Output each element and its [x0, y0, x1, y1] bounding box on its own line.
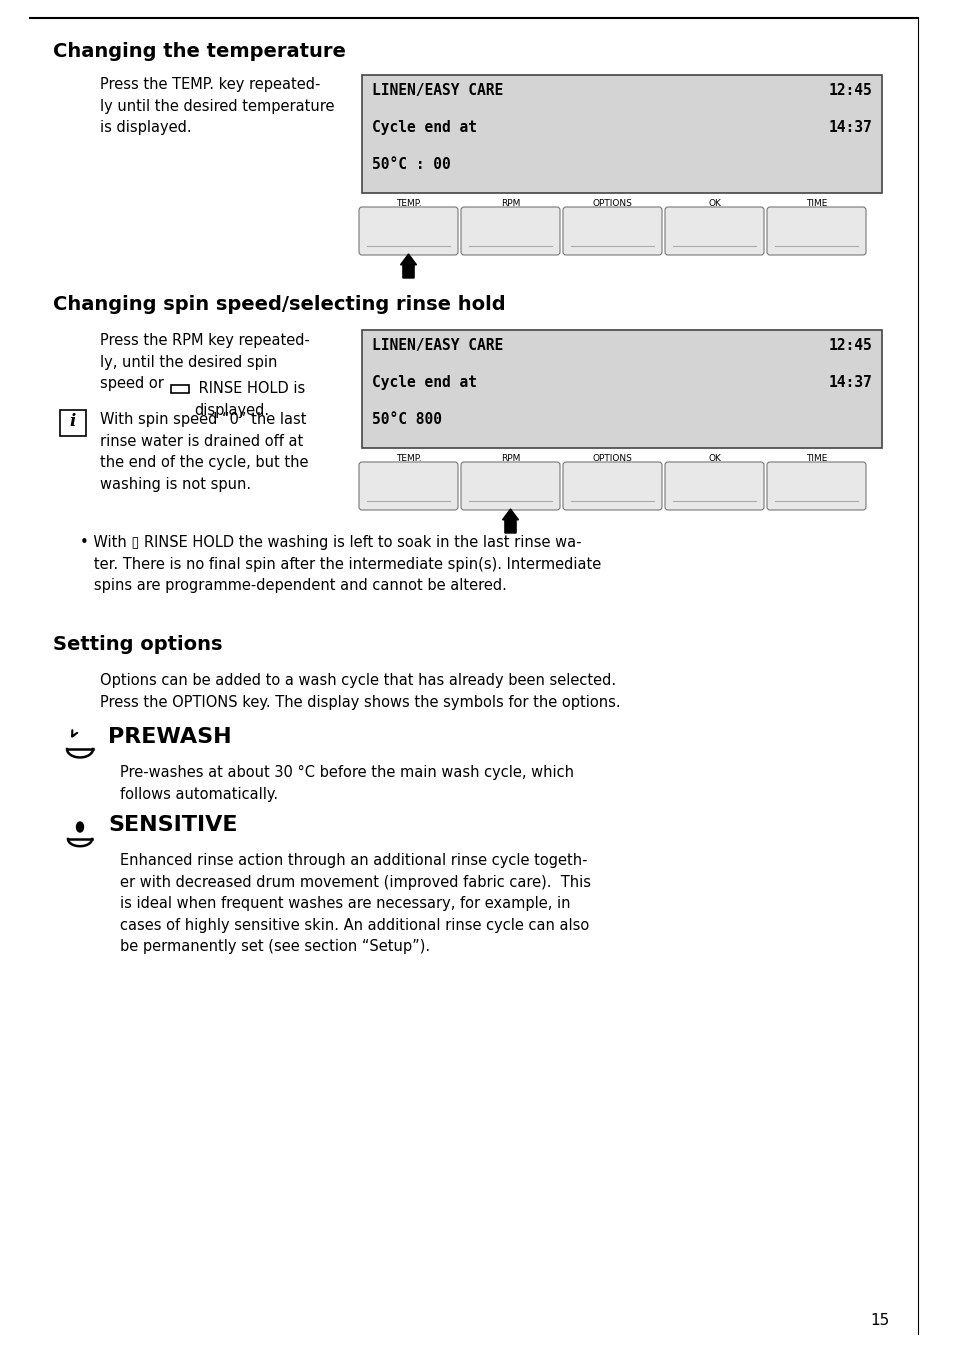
Text: Changing spin speed/selecting rinse hold: Changing spin speed/selecting rinse hold	[53, 295, 505, 314]
FancyBboxPatch shape	[766, 462, 865, 510]
Polygon shape	[400, 254, 416, 279]
Text: OPTIONS: OPTIONS	[592, 454, 632, 462]
Text: PREWASH: PREWASH	[108, 727, 232, 748]
FancyBboxPatch shape	[358, 462, 457, 510]
Text: Enhanced rinse action through an additional rinse cycle togeth-
er with decrease: Enhanced rinse action through an additio…	[120, 853, 590, 955]
Text: OK: OK	[707, 199, 720, 208]
Text: 12:45: 12:45	[827, 82, 871, 97]
Text: TIME: TIME	[805, 199, 826, 208]
Text: TIME: TIME	[805, 454, 826, 462]
Text: OPTIONS: OPTIONS	[592, 199, 632, 208]
Text: Cycle end at: Cycle end at	[372, 120, 476, 135]
FancyBboxPatch shape	[460, 462, 559, 510]
FancyBboxPatch shape	[562, 462, 661, 510]
Text: Changing the temperature: Changing the temperature	[53, 42, 346, 61]
FancyBboxPatch shape	[361, 330, 882, 448]
Text: RPM: RPM	[500, 454, 519, 462]
Text: 14:37: 14:37	[827, 120, 871, 135]
FancyBboxPatch shape	[460, 207, 559, 256]
Text: RPM: RPM	[500, 199, 519, 208]
FancyBboxPatch shape	[766, 207, 865, 256]
Text: Press the RPM key repeated-
ly, until the desired spin
speed or: Press the RPM key repeated- ly, until th…	[100, 333, 310, 391]
Text: Options can be added to a wash cycle that has already been selected.
Press the O: Options can be added to a wash cycle tha…	[100, 673, 620, 710]
Text: 50°C 800: 50°C 800	[372, 412, 441, 427]
Text: 12:45: 12:45	[827, 338, 871, 353]
Polygon shape	[502, 508, 518, 533]
Text: Pre-washes at about 30 °C before the main wash cycle, which
follows automaticall: Pre-washes at about 30 °C before the mai…	[120, 765, 574, 802]
Polygon shape	[76, 822, 84, 831]
Text: i: i	[70, 414, 76, 430]
Text: 14:37: 14:37	[827, 375, 871, 389]
Text: Setting options: Setting options	[53, 635, 222, 654]
Text: Press the TEMP. key repeated-
ly until the desired temperature
is displayed.: Press the TEMP. key repeated- ly until t…	[100, 77, 335, 135]
Text: 15: 15	[869, 1313, 889, 1328]
FancyBboxPatch shape	[664, 462, 763, 510]
Text: Cycle end at: Cycle end at	[372, 375, 476, 389]
Text: OK: OK	[707, 454, 720, 462]
Text: RINSE HOLD is
displayed.: RINSE HOLD is displayed.	[193, 381, 305, 418]
Bar	[171, 385, 189, 393]
FancyBboxPatch shape	[361, 74, 882, 193]
Text: • With ▯ RINSE HOLD the washing is left to soak in the last rinse wa-
   ter. Th: • With ▯ RINSE HOLD the washing is left …	[80, 535, 600, 594]
FancyBboxPatch shape	[562, 207, 661, 256]
Text: TEMP.: TEMP.	[395, 454, 421, 462]
Text: 50°C : 00: 50°C : 00	[372, 157, 450, 172]
Text: TEMP.: TEMP.	[395, 199, 421, 208]
Text: LINEN/EASY CARE: LINEN/EASY CARE	[372, 82, 503, 97]
Text: With spin speed “0” the last
rinse water is drained off at
the end of the cycle,: With spin speed “0” the last rinse water…	[100, 412, 308, 492]
FancyBboxPatch shape	[664, 207, 763, 256]
Text: SENSITIVE: SENSITIVE	[108, 815, 237, 836]
FancyBboxPatch shape	[358, 207, 457, 256]
Text: LINEN/EASY CARE: LINEN/EASY CARE	[372, 338, 503, 353]
Bar	[60, 410, 86, 435]
